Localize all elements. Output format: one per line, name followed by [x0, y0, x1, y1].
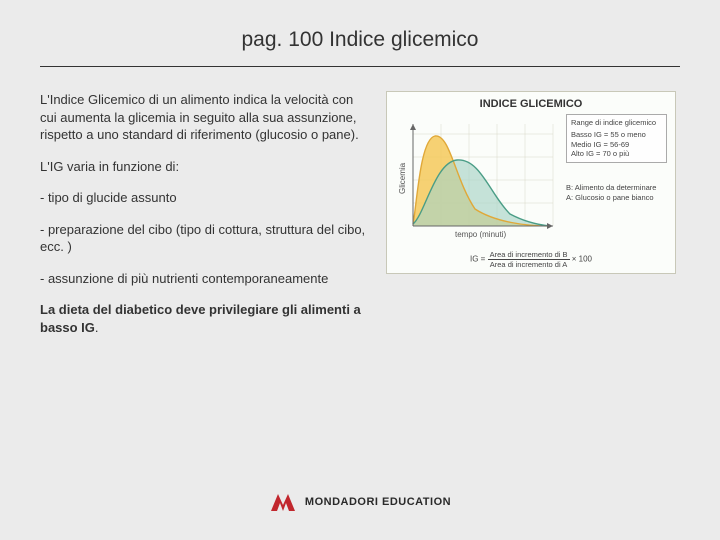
legend-row-3: Alto IG = 70 o più — [571, 149, 662, 159]
legend-row-2: Medio IG = 56-69 — [571, 140, 662, 150]
legend-series-a: A: Glucosio o pane bianco — [566, 193, 667, 203]
page-title: pag. 100 Indice glicemico — [40, 28, 680, 52]
chart-title: INDICE GLICEMICO — [395, 98, 667, 110]
content-row: L'Indice Glicemico di un alimento indica… — [0, 67, 720, 350]
chart-column: INDICE GLICEMICO Glicemiatempo (minuti) … — [386, 91, 680, 350]
formula-lhs: IG = — [470, 255, 485, 264]
publisher-logo: MONDADORI EDUCATION — [269, 491, 451, 513]
para-varies: L'IG varia in funzione di: — [40, 158, 370, 176]
formula: IG = Area di incremento di B Area di inc… — [395, 250, 667, 269]
para-bullet-1: - tipo di glucide assunto — [40, 189, 370, 207]
conclusion-bold: La dieta del diabetico deve privilegiare… — [40, 302, 361, 335]
mondadori-icon — [269, 491, 297, 513]
legend-series: B: Alimento da determinare A: Glucosio o… — [566, 183, 667, 203]
para-bullet-2: - preparazione del cibo (tipo di cottura… — [40, 221, 370, 256]
svg-text:tempo (minuti): tempo (minuti) — [455, 230, 506, 239]
formula-tail: × 100 — [572, 255, 592, 264]
svg-text:Glicemia: Glicemia — [398, 162, 407, 194]
publisher-name: MONDADORI EDUCATION — [305, 496, 451, 508]
chart-container: INDICE GLICEMICO Glicemiatempo (minuti) … — [386, 91, 676, 274]
chart-plot: Glicemia tempo (minuti) — [395, 114, 560, 244]
formula-fraction: Area di incremento di B Area di incremen… — [488, 250, 570, 269]
para-conclusion: La dieta del diabetico deve privilegiare… — [40, 301, 370, 336]
legend-row-1: Basso IG = 55 o meno — [571, 130, 662, 140]
text-column: L'Indice Glicemico di un alimento indica… — [40, 91, 370, 350]
conclusion-tail: . — [95, 320, 99, 335]
footer: MONDADORI EDUCATION — [0, 491, 720, 518]
formula-denominator: Area di incremento di A — [488, 260, 570, 269]
legend-series-b: B: Alimento da determinare — [566, 183, 667, 193]
legend-header: Range di indice glicemico — [571, 118, 662, 128]
chart-legend: Range di indice glicemico Basso IG = 55 … — [566, 114, 667, 244]
glycemic-curve-chart: Glicemia tempo (minuti) — [395, 114, 560, 239]
para-definition: L'Indice Glicemico di un alimento indica… — [40, 91, 370, 144]
legend-range-box: Range di indice glicemico Basso IG = 55 … — [566, 114, 667, 163]
formula-numerator: Area di incremento di B — [488, 250, 570, 260]
para-bullet-3: - assunzione di più nutrienti contempora… — [40, 270, 370, 288]
